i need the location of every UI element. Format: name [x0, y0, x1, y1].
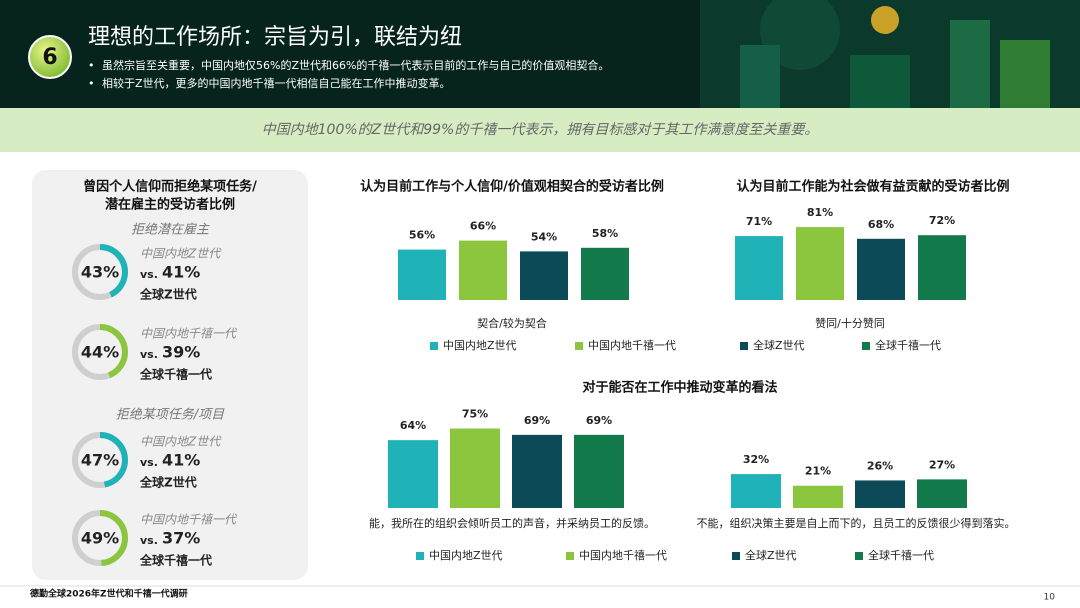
- section-number: 6: [42, 45, 57, 70]
- category-label: 赞同/十分赞同: [815, 316, 885, 330]
- ring-label: 47%: [81, 451, 119, 470]
- bar: [574, 434, 624, 508]
- legend-swatch: [430, 342, 438, 350]
- legend-swatch: [740, 342, 748, 350]
- legend-swatch: [416, 552, 424, 560]
- bullet-text: 相较于Z世代，更多的中国内地千禧一代相信自己能在工作中推动变革。: [102, 76, 451, 90]
- legend-swatch: [855, 552, 863, 560]
- ring-label: 44%: [81, 343, 119, 362]
- bar: [512, 434, 562, 508]
- value-label: 27%: [929, 458, 955, 471]
- legend-label: 中国内地Z世代: [443, 338, 517, 352]
- value-label: 54%: [531, 230, 557, 243]
- vs-label: vs.: [140, 268, 158, 281]
- group-label: 中国内地Z世代: [140, 247, 222, 261]
- value-label: 26%: [867, 459, 893, 472]
- legend-label: 中国内地Z世代: [429, 548, 503, 562]
- bar: [857, 238, 905, 300]
- compare-value: 41%: [162, 263, 200, 282]
- header-illustration: [700, 0, 1080, 108]
- compare-group: 全球Z世代: [139, 287, 197, 302]
- bar: [796, 227, 844, 300]
- value-label: 56%: [409, 229, 435, 242]
- ring-arc: [72, 510, 128, 566]
- legend-label: 中国内地千禧一代: [588, 338, 676, 352]
- value-label: 21%: [805, 465, 831, 478]
- banner: [0, 108, 1080, 152]
- legend-swatch: [732, 552, 740, 560]
- category-label: 契合/较为契合: [477, 316, 547, 330]
- value-label: 69%: [524, 414, 550, 427]
- legend-label: 全球千禧一代: [868, 548, 934, 562]
- bar: [735, 236, 783, 300]
- value-label: 68%: [868, 218, 894, 231]
- bar: [855, 480, 905, 508]
- bar: [731, 474, 781, 508]
- bullet: •: [88, 77, 95, 90]
- side-panel: [32, 170, 308, 580]
- value-label: 32%: [743, 453, 769, 466]
- value-label: 66%: [470, 220, 496, 233]
- footer-source: 德勤全球2026年Z世代和千禧一代调研: [30, 588, 188, 600]
- bullet-text: 虽然宗旨至关重要，中国内地仅56%的Z世代和66%的千禧一代表示目前的工作与自己…: [102, 58, 609, 72]
- bullet: •: [88, 59, 95, 72]
- bar: [388, 440, 438, 508]
- compare-group: 全球千禧一代: [139, 367, 212, 382]
- side-title: 潜在雇主的受访者比例: [105, 197, 235, 213]
- legend-label: 中国内地千禧一代: [579, 548, 667, 562]
- legend-swatch: [862, 342, 870, 350]
- chart-title: 对于能否在工作中推动变革的看法: [582, 380, 777, 396]
- category-label: 不能，组织决策主要是自上而下的，且员工的反馈很少得到落实。: [697, 516, 1016, 530]
- legend-label: 全球千禧一代: [875, 338, 941, 352]
- section-badge: [28, 35, 72, 79]
- value-label: 75%: [462, 408, 488, 421]
- chart-title: 认为目前工作能为社会做有益贡献的受访者比例: [736, 179, 1009, 195]
- group-label: 中国内地千禧一代: [140, 513, 238, 527]
- section-heading: 拒绝某项任务/项目: [116, 407, 225, 423]
- ring-label: 43%: [81, 263, 119, 282]
- vs-label: vs.: [140, 348, 158, 361]
- value-label: 64%: [400, 419, 426, 432]
- compare-value: 39%: [162, 343, 200, 362]
- vs-label: vs.: [140, 456, 158, 469]
- legend-label: 全球Z世代: [745, 548, 797, 562]
- bar: [398, 249, 446, 300]
- group-label: 中国内地Z世代: [140, 435, 222, 449]
- bar: [918, 235, 966, 300]
- ring-arc: [72, 432, 128, 488]
- chart-title: 认为目前工作与个人信仰/价值观相契合的受访者比例: [360, 179, 664, 195]
- side-title: 曾因个人信仰而拒绝某项任务/: [83, 179, 257, 195]
- group-label: 中国内地千禧一代: [140, 327, 238, 341]
- banner-text: 中国内地100%的Z世代和99%的千禧一代表示，拥有目标感对于其工作满意度至关重…: [262, 122, 819, 138]
- value-label: 81%: [807, 206, 833, 219]
- vs-label: vs.: [140, 534, 158, 547]
- compare-group: 全球千禧一代: [139, 553, 212, 568]
- value-label: 69%: [586, 414, 612, 427]
- value-label: 71%: [746, 215, 772, 228]
- legend-label: 全球Z世代: [753, 338, 805, 352]
- bar: [581, 247, 629, 300]
- bar: [793, 485, 843, 508]
- section-heading: 拒绝潜在雇主: [131, 222, 210, 238]
- legend-swatch: [575, 342, 583, 350]
- bar: [450, 428, 500, 508]
- bar: [917, 479, 967, 508]
- bar: [459, 240, 507, 300]
- ring-arc: [72, 244, 128, 300]
- slide-title: 理想的工作场所：宗旨为引，联结为纽: [88, 25, 462, 50]
- category-label: 能，我所在的组织会倾听员工的声音，并采纳员工的反馈。: [369, 516, 655, 530]
- page-number: 10: [1044, 593, 1056, 603]
- ring-label: 49%: [81, 529, 119, 548]
- compare-group: 全球Z世代: [139, 475, 197, 490]
- ring-arc: [72, 324, 128, 380]
- compare-value: 37%: [162, 529, 200, 548]
- legend-swatch: [566, 552, 574, 560]
- value-label: 58%: [592, 227, 618, 240]
- compare-value: 41%: [162, 451, 200, 470]
- value-label: 72%: [929, 214, 955, 227]
- bar: [520, 251, 568, 300]
